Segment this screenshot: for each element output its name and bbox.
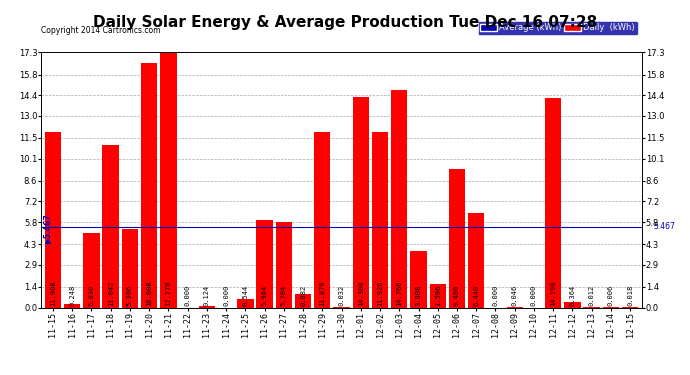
Text: 11.926: 11.926	[377, 281, 383, 306]
Bar	[257, 220, 273, 308]
Text: 0.006: 0.006	[608, 285, 614, 306]
Text: 3.808: 3.808	[415, 285, 422, 306]
Bar	[237, 300, 253, 307]
Text: 0.000: 0.000	[493, 285, 498, 306]
Text: 14.766: 14.766	[396, 281, 402, 306]
Bar	[64, 304, 80, 307]
Legend: Average (kWh), Daily  (kWh): Average (kWh), Daily (kWh)	[477, 21, 638, 35]
Bar	[141, 63, 157, 308]
Text: 11.876: 11.876	[319, 281, 325, 306]
Text: 1.596: 1.596	[435, 285, 441, 306]
Bar	[448, 169, 465, 308]
Text: 0.124: 0.124	[204, 285, 210, 306]
Bar	[83, 233, 99, 308]
Text: 5.306: 5.306	[127, 285, 133, 306]
Text: Copyright 2014 Cartronics.com: Copyright 2014 Cartronics.com	[41, 26, 161, 34]
Text: 0.000: 0.000	[531, 285, 537, 306]
Text: 17.778: 17.778	[166, 281, 171, 306]
Text: Daily Solar Energy & Average Production Tue Dec 16 07:28: Daily Solar Energy & Average Production …	[93, 15, 597, 30]
Text: 14.190: 14.190	[550, 281, 556, 306]
Bar	[411, 251, 426, 308]
Bar	[103, 145, 119, 308]
Text: 14.300: 14.300	[358, 281, 364, 306]
Text: 0.046: 0.046	[512, 285, 518, 306]
Bar	[468, 213, 484, 308]
Text: 0.000: 0.000	[185, 285, 190, 306]
Text: 0.012: 0.012	[589, 285, 595, 306]
Bar	[545, 98, 562, 308]
Text: 0.364: 0.364	[569, 285, 575, 306]
Text: 11.908: 11.908	[50, 281, 56, 306]
Bar	[45, 132, 61, 308]
Bar	[506, 307, 523, 308]
Text: 5.964: 5.964	[262, 285, 268, 306]
Text: 5.784: 5.784	[281, 285, 287, 306]
Text: 16.608: 16.608	[146, 281, 152, 306]
Text: 0.032: 0.032	[339, 285, 344, 306]
Text: 0.000: 0.000	[223, 285, 229, 306]
Bar	[295, 294, 311, 307]
Text: 0.882: 0.882	[300, 285, 306, 306]
Text: 0.018: 0.018	[627, 285, 633, 306]
Text: 9.400: 9.400	[454, 285, 460, 306]
Text: 6.440: 6.440	[473, 285, 480, 306]
Bar	[391, 90, 408, 308]
Bar	[199, 306, 215, 308]
Bar	[314, 132, 331, 308]
Bar	[372, 132, 388, 308]
Text: 0.544: 0.544	[242, 285, 248, 306]
Text: 0.248: 0.248	[69, 285, 75, 306]
Bar	[564, 302, 580, 307]
Bar	[275, 222, 292, 308]
Bar	[160, 45, 177, 308]
Bar	[430, 284, 446, 308]
Text: 11.042: 11.042	[108, 281, 114, 306]
Text: 5.467: 5.467	[653, 222, 675, 231]
Text: 5.030: 5.030	[88, 285, 95, 306]
Bar	[333, 307, 350, 308]
Bar	[121, 229, 138, 308]
Bar	[353, 97, 369, 308]
Text: ▶5.467: ▶5.467	[43, 213, 52, 243]
